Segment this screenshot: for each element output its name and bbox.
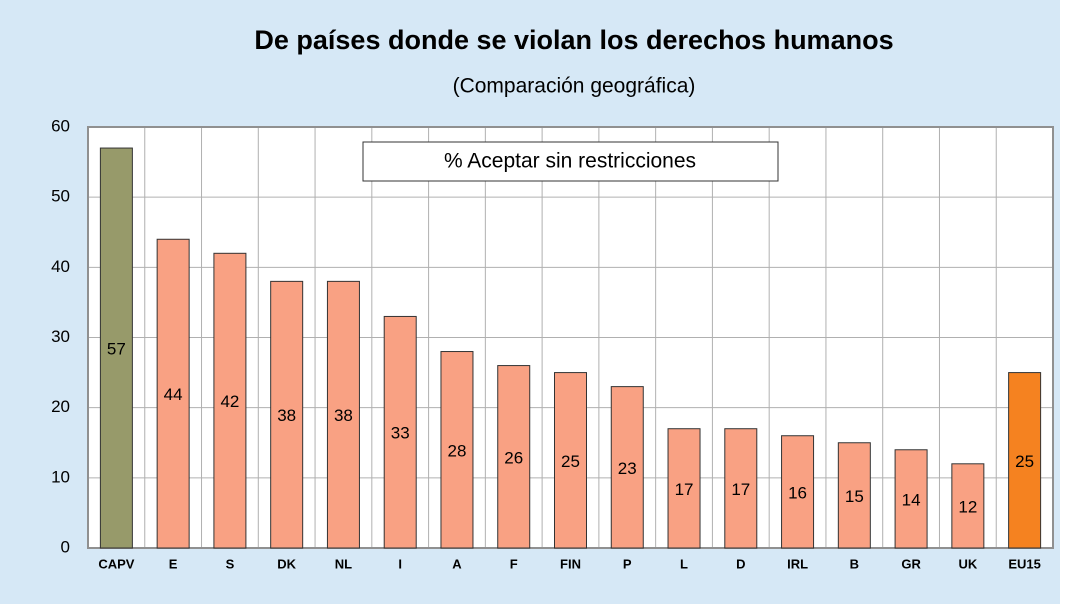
x-tick-label: L [680,556,688,571]
data-label: 33 [391,424,410,443]
x-tick-label: P [623,556,632,571]
bar [894,449,928,549]
data-label: 25 [561,452,580,471]
bar [213,252,247,549]
x-tick-label: FIN [560,556,581,571]
data-label: 38 [277,406,296,425]
data-label: 38 [334,406,353,425]
data-label: 26 [504,448,523,467]
x-tick-label: GR [901,556,921,571]
bar [667,428,701,549]
data-label: 17 [675,480,694,499]
x-tick-label: A [452,556,462,571]
y-tick-label: 0 [61,537,70,556]
data-label: 44 [164,385,183,404]
x-tick-label: NL [335,556,352,571]
x-tick-label: F [510,556,518,571]
data-label: 17 [731,480,750,499]
y-tick-label: 60 [51,116,70,135]
x-tick-label: DK [277,556,296,571]
bar [383,315,417,549]
bar [837,442,871,549]
chart-title: De países donde se violan los derechos h… [254,25,893,55]
data-label: 57 [107,340,126,359]
bar [270,280,304,549]
bar [610,386,644,549]
bar [951,463,985,549]
bar [99,147,133,549]
legend-label: % Aceptar sin restricciones [444,150,696,173]
data-label: 28 [448,441,467,460]
y-tick-label: 30 [51,327,70,346]
x-tick-label: I [398,556,402,571]
x-tick-label: CAPV [98,556,134,571]
data-label: 16 [788,483,807,502]
data-label: 12 [958,497,977,516]
data-label: 14 [902,490,921,509]
x-tick-label: EU15 [1008,556,1041,571]
bar [156,238,190,549]
data-label: 15 [845,487,864,506]
bar [1008,372,1042,549]
chart-subtitle: (Comparación geográfica) [453,75,696,98]
data-label: 42 [220,392,239,411]
x-tick-label: B [850,556,859,571]
y-tick-label: 40 [51,257,70,276]
bar [781,435,815,549]
y-tick-label: 50 [51,187,70,206]
bar [497,365,531,549]
x-tick-label: UK [958,556,977,571]
legend-box [362,141,779,182]
y-tick-label: 20 [51,397,70,416]
data-label: 25 [1015,452,1034,471]
bar [554,372,587,549]
x-tick-label: IRL [787,556,808,571]
bar [724,428,758,549]
data-label: 23 [618,459,637,478]
bar [326,280,360,549]
x-tick-label: D [736,556,745,571]
x-tick-label: E [169,556,178,571]
y-tick-label: 10 [51,467,70,486]
x-tick-label: S [226,556,235,571]
bar [440,351,474,549]
